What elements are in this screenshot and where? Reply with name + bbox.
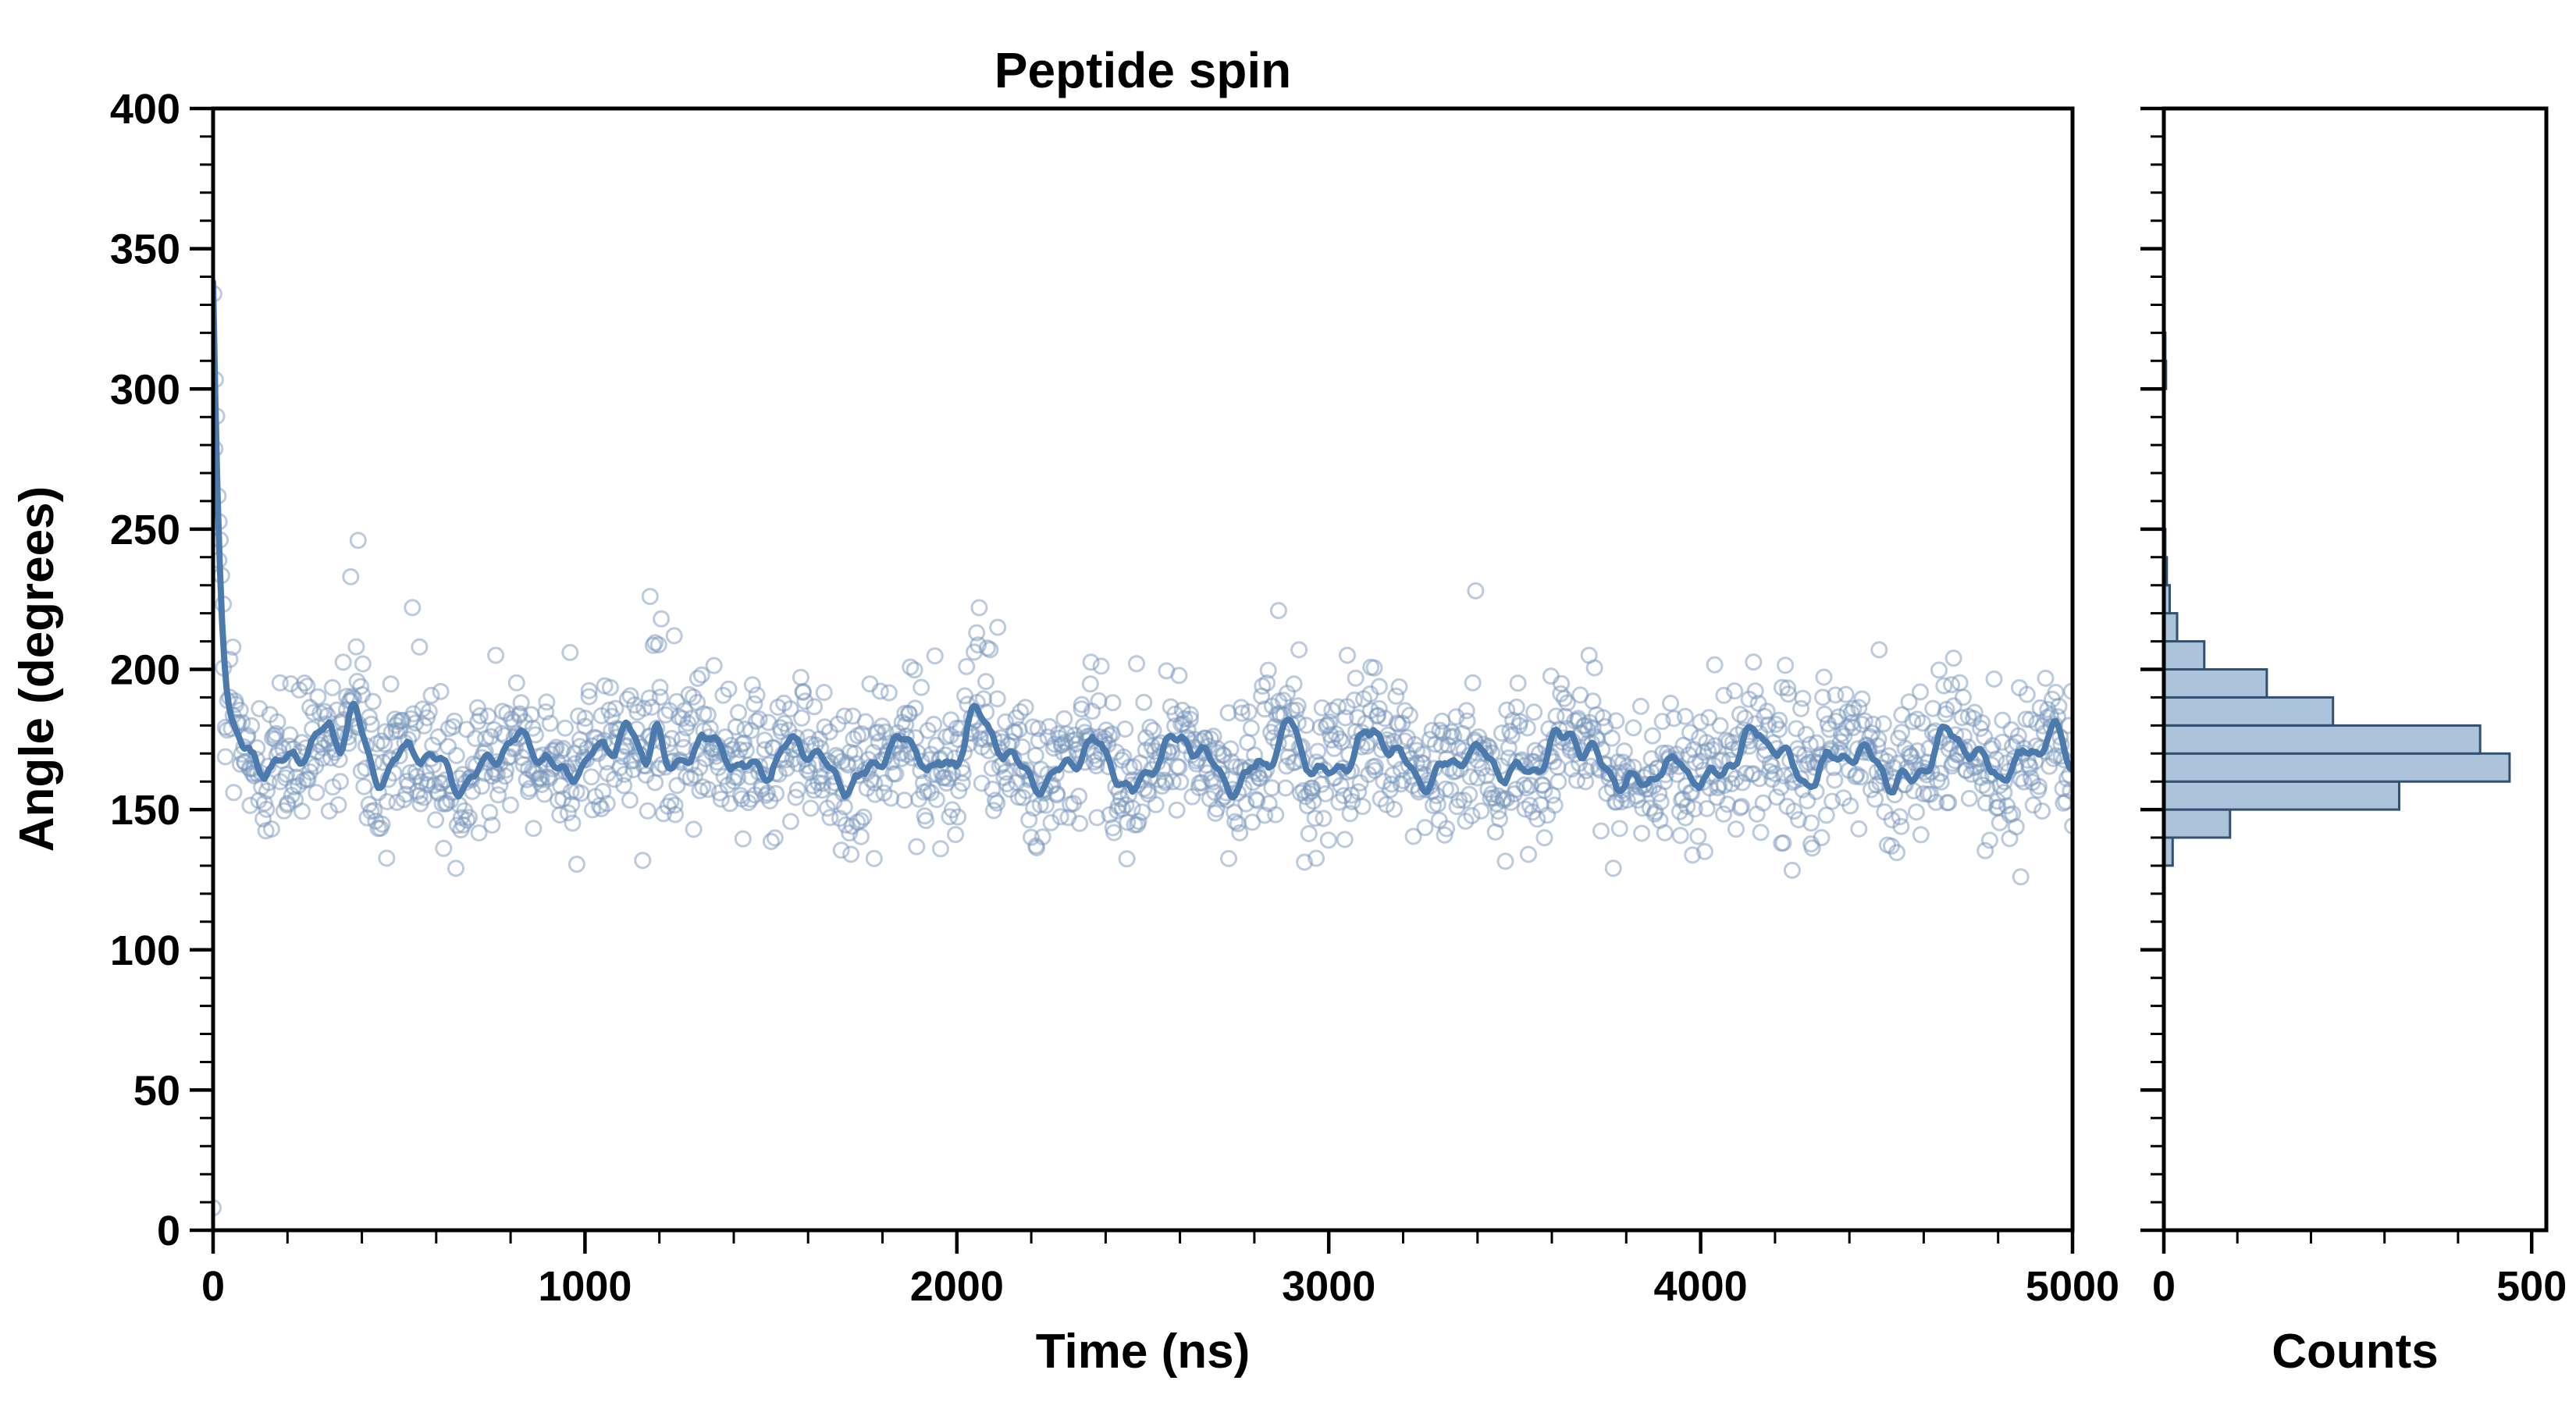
tick-label: 400	[110, 86, 180, 133]
histogram-x-axis-label: Counts	[2272, 1325, 2439, 1379]
tick-label: 3000	[1282, 1263, 1375, 1310]
tick-label: 2000	[910, 1263, 1004, 1310]
x-axis-label: Time (ns)	[1036, 1325, 1250, 1379]
tick-label: 4000	[1654, 1263, 1748, 1310]
tick-label: 0	[157, 1208, 180, 1254]
tick-label: 300	[110, 366, 180, 413]
tick-label: 200	[110, 647, 180, 694]
tick-label: 50	[133, 1067, 180, 1114]
chart-title: Peptide spin	[994, 42, 1292, 98]
main-panel-frame	[211, 106, 2075, 1233]
y-axis-label: Angle (degrees)	[10, 486, 64, 852]
histogram-panel-frame	[2161, 106, 2549, 1233]
tick-label: 5000	[2026, 1263, 2119, 1310]
axis-ticks-group	[190, 106, 2534, 1254]
tick-label: 1000	[538, 1263, 632, 1310]
tick-label: 500	[2496, 1263, 2567, 1310]
tick-label: 250	[110, 507, 180, 553]
tick-label: 350	[110, 226, 180, 273]
histogram-bars-group	[2164, 276, 2511, 867]
tick-label: 0	[201, 1263, 225, 1310]
tick-label: 0	[2152, 1263, 2176, 1310]
axis-tick-labels-group: 0 1000 2000 3000 4000 50000501001502002503003…	[110, 86, 2567, 1310]
mean-line-group	[213, 279, 2073, 801]
tick-label: 150	[110, 787, 180, 834]
tick-label: 100	[110, 927, 180, 974]
